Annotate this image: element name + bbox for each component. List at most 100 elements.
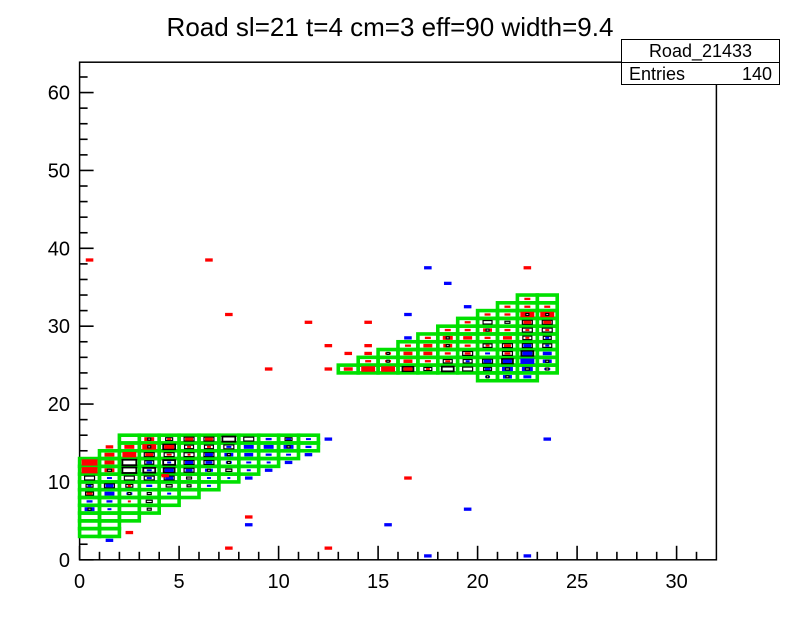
red-box [86, 492, 93, 495]
blue-box [305, 438, 311, 441]
red-box [127, 500, 131, 503]
stats-entries-row: Entries 140 [622, 63, 779, 85]
red-mark [404, 476, 412, 480]
blue-box [244, 452, 254, 457]
red-box [504, 305, 511, 308]
blue-box [520, 358, 535, 364]
blue-box [246, 461, 252, 464]
x-tick-label: 5 [174, 571, 185, 593]
outline-box [87, 507, 92, 511]
outline-box [505, 375, 510, 379]
outline-box [186, 484, 192, 488]
outline-box [121, 466, 138, 474]
red-mark [324, 546, 333, 550]
red-box [81, 467, 98, 474]
red-box [403, 367, 413, 371]
outline-box [226, 453, 231, 457]
outline-box [146, 492, 152, 496]
blue-box [105, 484, 114, 488]
blue-box [206, 477, 211, 480]
red-box [425, 368, 430, 371]
outline-box [121, 458, 138, 467]
red-box [545, 329, 550, 332]
x-tick-label: 0 [74, 571, 85, 593]
stats-entries-value: 140 [741, 64, 772, 84]
red-mark [324, 367, 333, 371]
red-box [424, 360, 431, 363]
red-box [484, 313, 491, 316]
blue-box [243, 444, 254, 449]
outline-box [123, 475, 135, 481]
red-mark [105, 445, 114, 449]
red-box [403, 351, 413, 356]
red-box [525, 336, 530, 339]
blue-mark [105, 538, 114, 542]
blue-box [265, 437, 272, 441]
red-box [204, 437, 213, 441]
red-mark [364, 344, 372, 348]
road-cell [117, 433, 142, 445]
blue-box [146, 469, 152, 472]
blue-box [286, 438, 292, 441]
outline-box [286, 445, 291, 449]
outline-box [147, 437, 152, 441]
stats-histogram-name: Road_21433 [622, 40, 779, 63]
blue-box [107, 508, 112, 511]
red-box [524, 297, 531, 301]
blue-mark [523, 554, 532, 558]
blue-box [165, 476, 174, 480]
red-box [127, 484, 131, 487]
red-box [343, 367, 353, 371]
blue-box [545, 344, 550, 347]
red-box [484, 336, 491, 340]
red-mark [85, 258, 94, 262]
y-tick-label: 60 [48, 83, 70, 105]
red-box [187, 445, 192, 448]
blue-mark [443, 281, 452, 285]
red-mark [304, 320, 313, 324]
outline-box [225, 468, 233, 473]
stats-box: Road_21433 Entries 140 [621, 39, 780, 85]
outline-box [462, 366, 474, 372]
red-mark [264, 367, 273, 371]
blue-box [266, 461, 271, 464]
outline-box [386, 359, 390, 363]
blue-box [106, 500, 113, 503]
red-mark [364, 351, 372, 356]
blue-box [484, 367, 491, 371]
outline-box [221, 435, 237, 443]
red-box [445, 360, 451, 363]
blue-mark [244, 476, 253, 480]
red-box [464, 328, 471, 332]
blue-box [87, 484, 92, 487]
blue-mark [463, 305, 472, 309]
red-box [544, 305, 551, 308]
outline-box [127, 492, 132, 496]
outline-box [525, 312, 530, 317]
road-cell [296, 433, 321, 445]
blue-box [185, 468, 193, 472]
red-box [381, 366, 396, 372]
red-box [423, 343, 433, 348]
x-tick-label: 25 [566, 571, 588, 593]
outline-box [386, 351, 390, 356]
outline-box [226, 460, 231, 465]
red-box [164, 444, 175, 449]
blue-mark [424, 266, 432, 270]
outline-box [83, 475, 96, 481]
red-box [543, 320, 552, 324]
blue-mark [244, 523, 253, 527]
outline-box [504, 367, 511, 371]
outline-box [106, 468, 113, 472]
x-tick-label: 30 [665, 571, 687, 593]
blue-box [246, 469, 251, 472]
stats-entries-label: Entries [629, 64, 686, 84]
blue-box [265, 453, 272, 456]
y-tick-label: 20 [48, 394, 70, 416]
red-mark [205, 258, 213, 262]
red-box [361, 366, 376, 372]
blue-box [227, 477, 231, 480]
blue-box [523, 344, 532, 348]
blue-box [106, 477, 112, 480]
